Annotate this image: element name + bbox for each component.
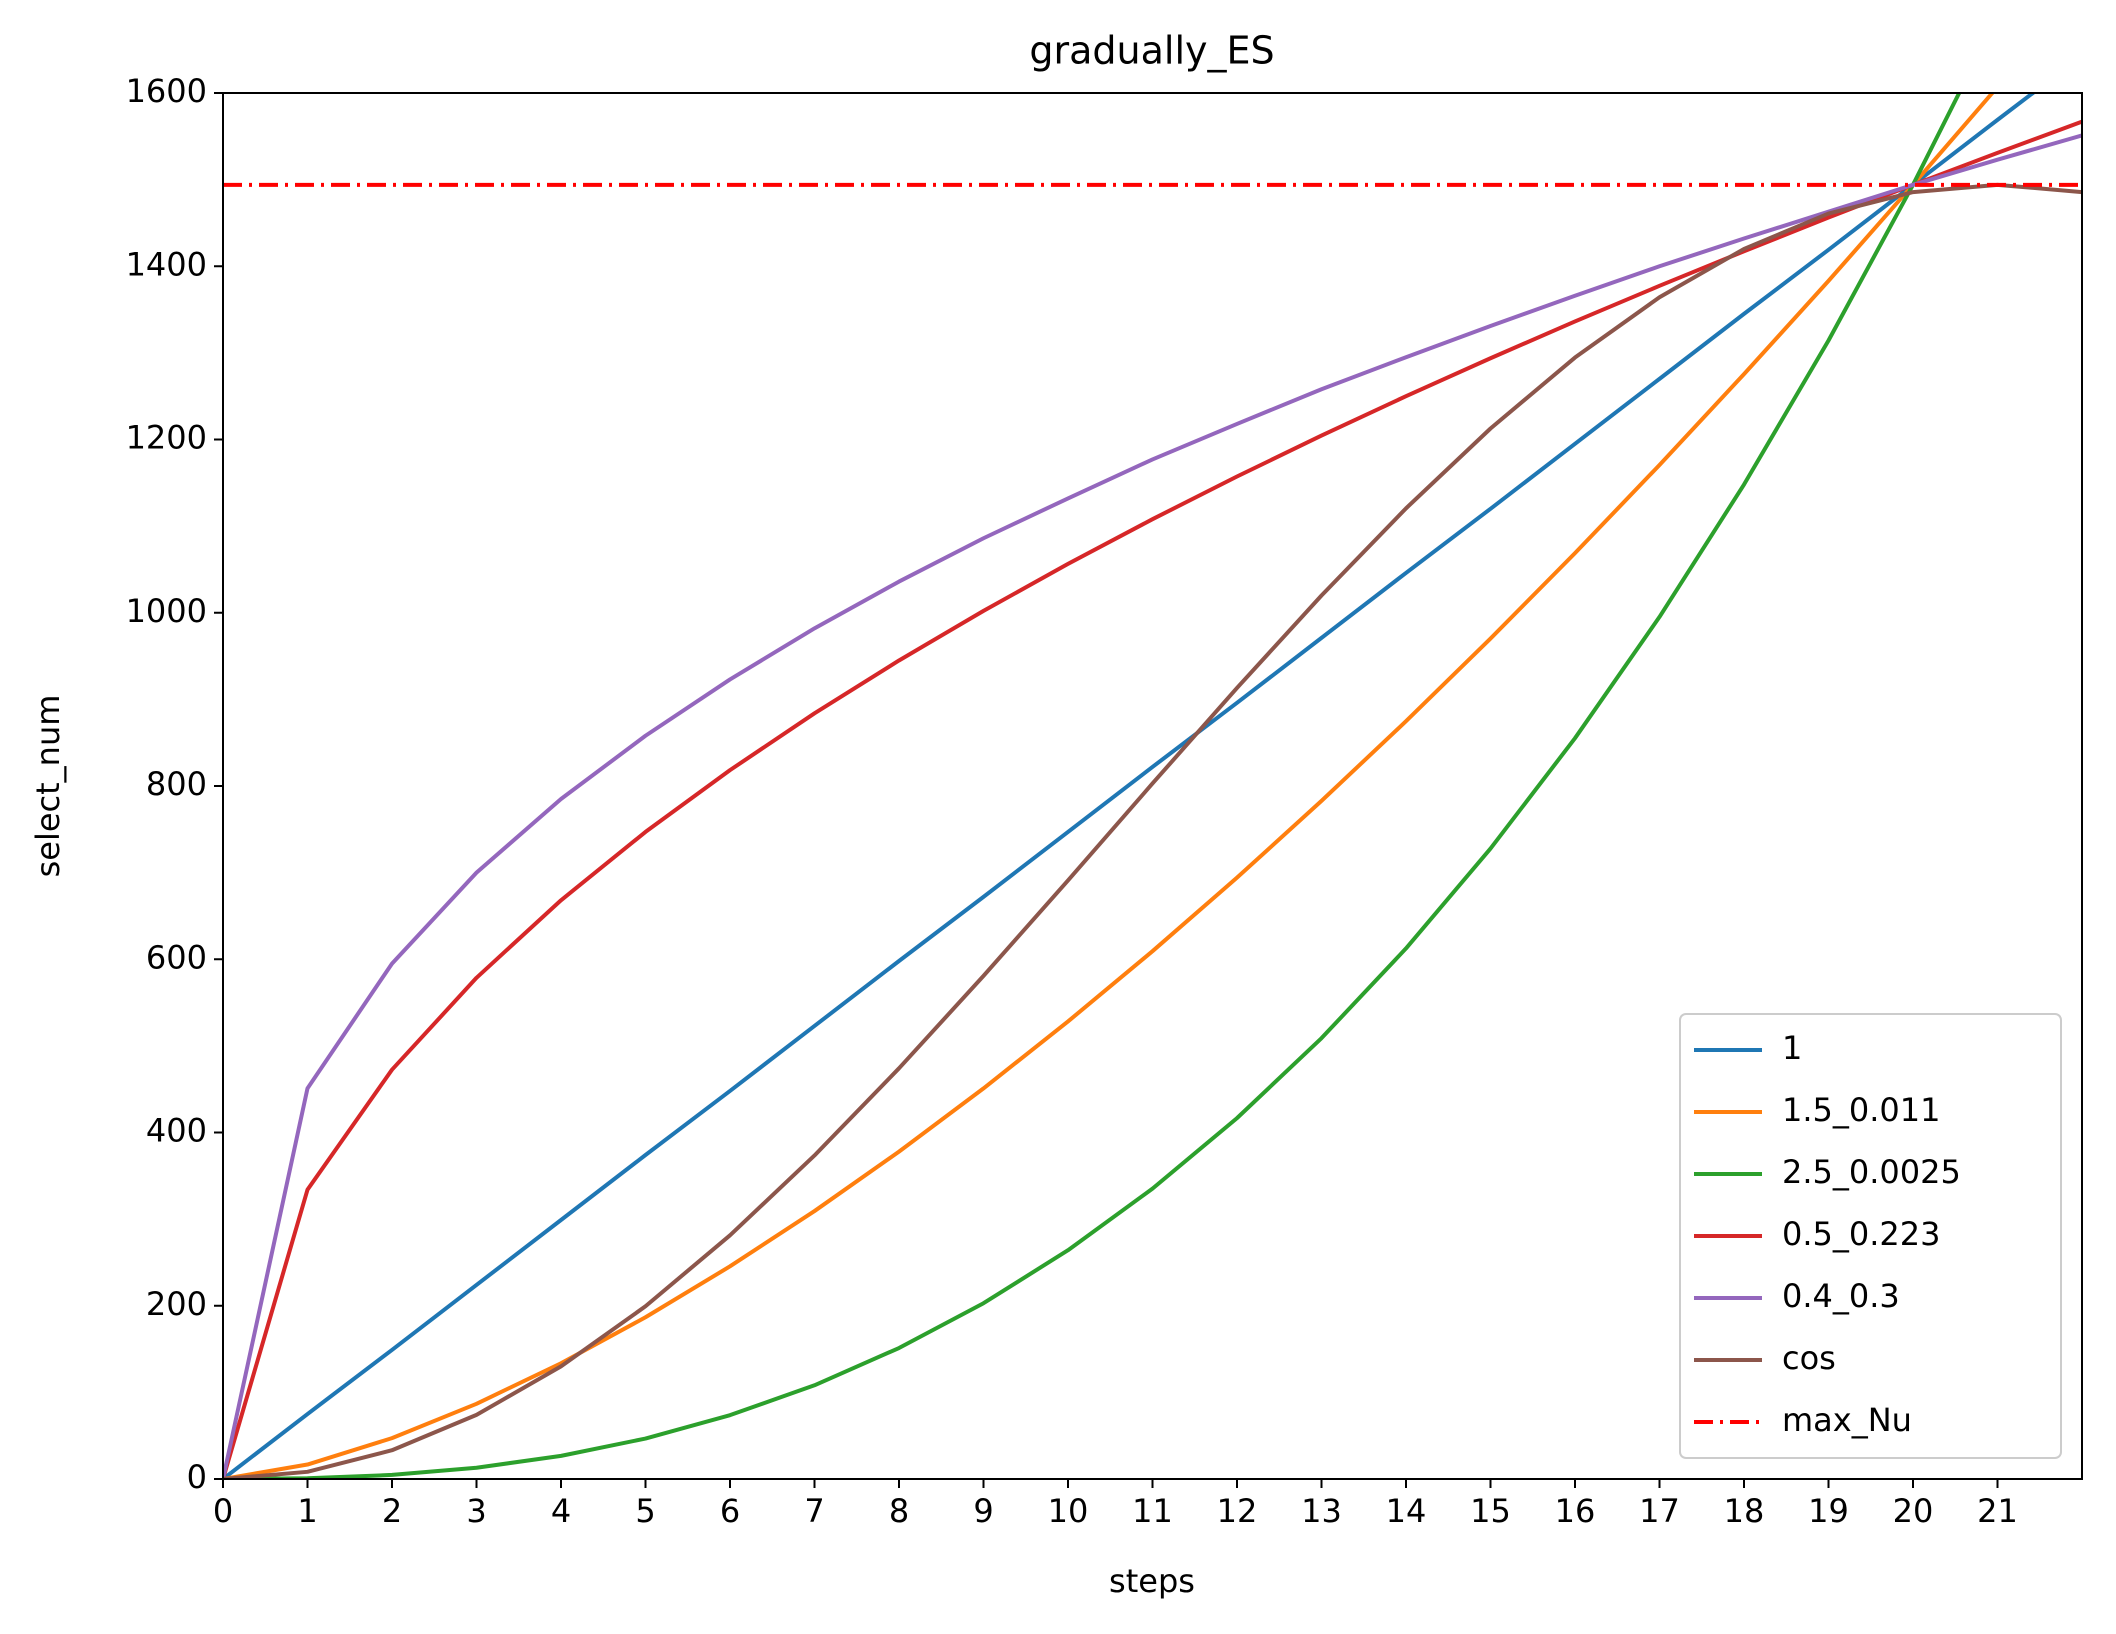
x-tick-label: 16 bbox=[1555, 1492, 1596, 1530]
y-tick-label: 200 bbox=[146, 1285, 207, 1323]
x-tick-label: 0 bbox=[213, 1492, 233, 1530]
x-tick-label: 2 bbox=[382, 1492, 402, 1530]
x-tick-label: 7 bbox=[804, 1492, 824, 1530]
legend-box bbox=[1679, 1013, 2062, 1459]
plot-area bbox=[223, 93, 2082, 1479]
x-tick-label: 9 bbox=[973, 1492, 993, 1530]
legend-label: 2.5_0.0025 bbox=[1782, 1153, 1961, 1191]
series-line bbox=[223, 93, 1962, 1479]
y-tick-label: 600 bbox=[146, 938, 207, 976]
legend-label: 0.5_0.223 bbox=[1782, 1215, 1941, 1253]
series-line bbox=[223, 93, 1995, 1479]
x-tick-label: 6 bbox=[720, 1492, 740, 1530]
x-tick-label: 15 bbox=[1470, 1492, 1511, 1530]
legend-label: 0.4_0.3 bbox=[1782, 1277, 1900, 1315]
y-tick-label: 1200 bbox=[126, 419, 207, 457]
chart-title: gradually_ES bbox=[1029, 29, 1274, 73]
x-tick-label: 21 bbox=[1977, 1492, 2018, 1530]
x-tick-label: 12 bbox=[1217, 1492, 1258, 1530]
series-line bbox=[223, 133, 2082, 1479]
x-axis-label: steps bbox=[1109, 1562, 1195, 1600]
legend-label: 1 bbox=[1782, 1029, 1802, 1067]
x-tick-label: 4 bbox=[551, 1492, 571, 1530]
x-tick-label: 3 bbox=[466, 1492, 486, 1530]
x-tick-label: 1 bbox=[297, 1492, 317, 1530]
series-line bbox=[223, 93, 2037, 1479]
x-tick-label: 19 bbox=[1808, 1492, 1849, 1530]
x-tick-label: 18 bbox=[1724, 1492, 1765, 1530]
legend-label: cos bbox=[1782, 1339, 1836, 1377]
x-tick-label: 5 bbox=[635, 1492, 655, 1530]
y-tick-label: 0 bbox=[187, 1458, 207, 1496]
legend-label: 1.5_0.011 bbox=[1782, 1091, 1941, 1129]
y-tick-label: 800 bbox=[146, 765, 207, 803]
x-tick-label: 13 bbox=[1301, 1492, 1342, 1530]
y-tick-label: 1000 bbox=[126, 592, 207, 630]
y-tick-label: 1600 bbox=[126, 72, 207, 110]
x-tick-label: 11 bbox=[1132, 1492, 1173, 1530]
x-tick-label: 14 bbox=[1386, 1492, 1427, 1530]
y-axis-label: select_num bbox=[29, 695, 67, 878]
x-tick-label: 8 bbox=[889, 1492, 909, 1530]
y-tick-label: 400 bbox=[146, 1112, 207, 1150]
x-tick-label: 20 bbox=[1893, 1492, 1934, 1530]
series-line bbox=[223, 119, 2082, 1479]
y-tick-label: 1400 bbox=[126, 245, 207, 283]
x-tick-label: 17 bbox=[1639, 1492, 1680, 1530]
series-line bbox=[223, 182, 2082, 1479]
x-tick-label: 10 bbox=[1048, 1492, 1089, 1530]
legend-label: max_Nu bbox=[1782, 1401, 1912, 1439]
